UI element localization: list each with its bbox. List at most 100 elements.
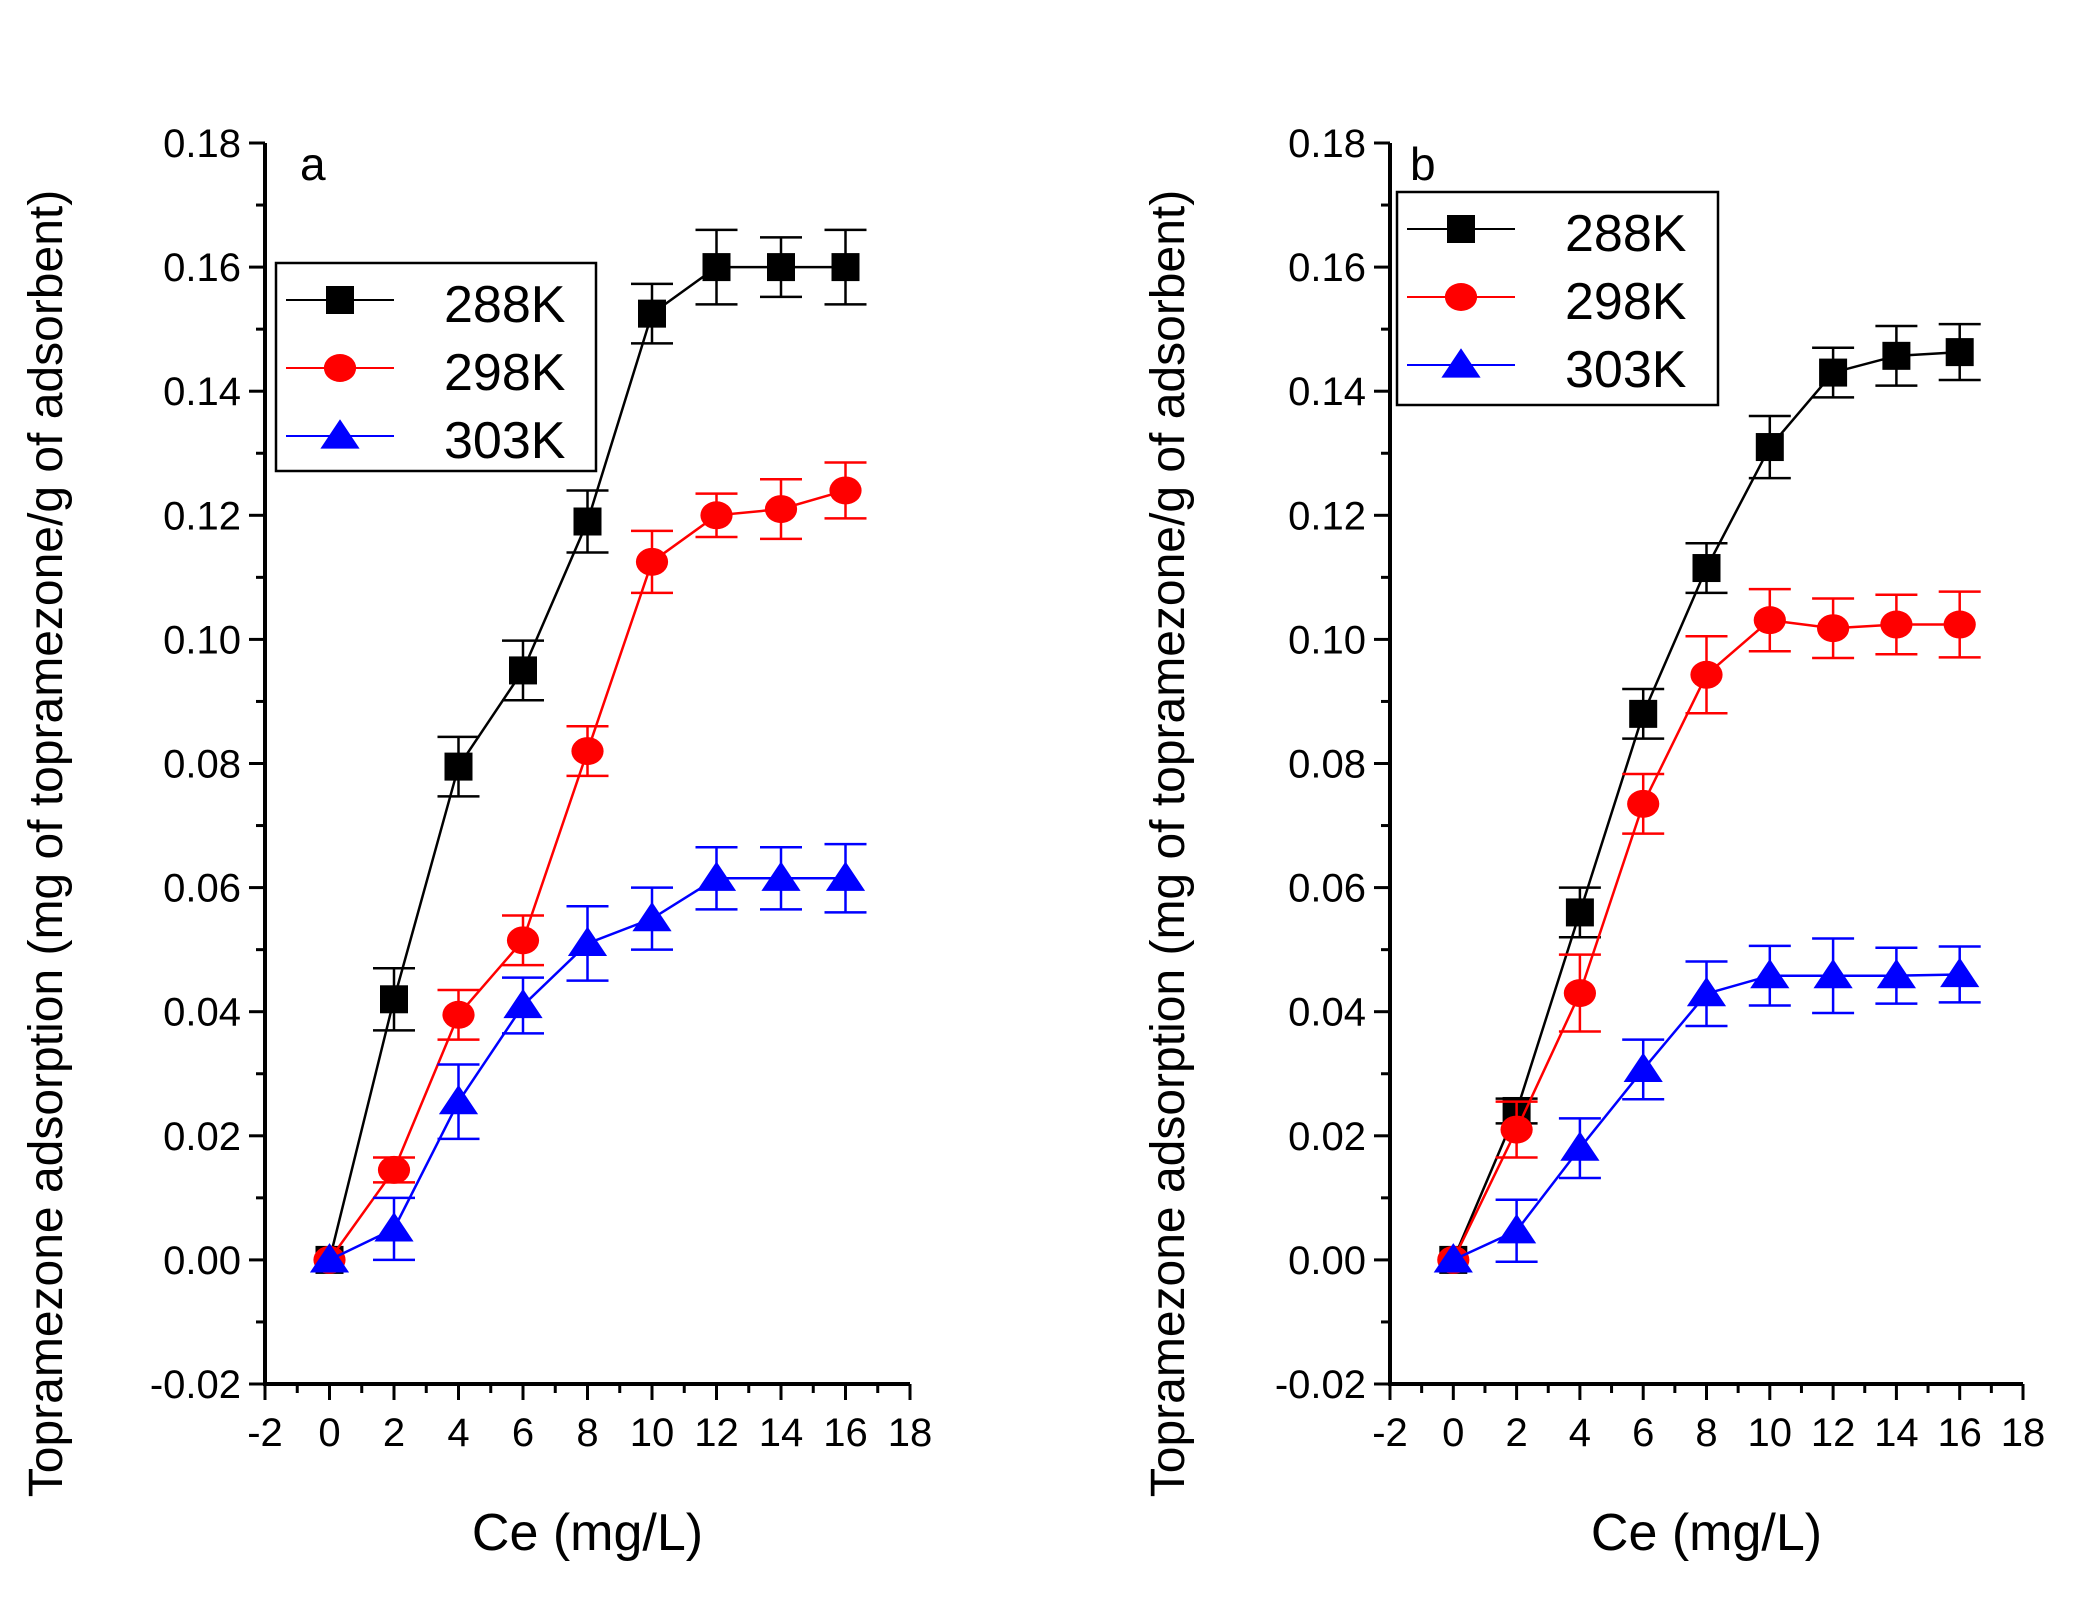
y-tick-label: 0.12 (163, 494, 241, 538)
x-tick-label: 4 (1569, 1411, 1591, 1455)
y-tick-label: -0.02 (1275, 1363, 1366, 1407)
y-tick-label: 0.06 (163, 867, 241, 911)
triangle-marker (1441, 348, 1481, 378)
y-tick-label: 0.10 (163, 618, 241, 662)
square-marker (509, 656, 537, 685)
legend-label: 288K (444, 276, 566, 334)
series-303K (1433, 937, 1981, 1273)
y-tick-label: 0.02 (1288, 1115, 1366, 1159)
circle-marker (1690, 660, 1723, 689)
x-tick-label: 2 (383, 1411, 405, 1455)
y-tick-label: 0.02 (163, 1115, 241, 1159)
x-tick-label: -2 (247, 1411, 283, 1455)
chart-panel-a: -0.02 0.00 0.02 0.04 0.06 0.08 0.10 0.12 0.14 0.1… (20, 122, 932, 1562)
circle-marker (1817, 614, 1850, 643)
circle-marker (571, 737, 604, 766)
y-tick-label: 0.16 (163, 246, 241, 290)
square-marker (1629, 699, 1658, 728)
y-tick-label: 0.18 (1288, 122, 1366, 166)
y-tick-label: 0.08 (1288, 743, 1366, 787)
x-axis-label: Ce (mg/L) (1591, 1504, 1822, 1562)
y-tick-label: 0.16 (1288, 246, 1366, 290)
x-axis-label: Ce (mg/L) (472, 1504, 703, 1562)
legend-entry-288K: 288K (286, 276, 566, 334)
square-marker (573, 507, 602, 536)
square-marker (1882, 341, 1911, 370)
y-tick-label: 0.00 (163, 1239, 241, 1283)
triangle-marker (320, 419, 360, 449)
y-tick-label: -0.02 (150, 1363, 241, 1407)
triangle-marker (1686, 976, 1727, 1007)
x-tick-label: 10 (630, 1411, 675, 1455)
circle-marker (1880, 610, 1913, 639)
legend-label: 298K (1565, 273, 1687, 331)
circle-marker (1943, 610, 1976, 639)
legend-entry-298K: 298K (1407, 273, 1687, 331)
circle-marker (1753, 606, 1786, 635)
square-marker (1447, 215, 1475, 243)
legend: 288K 298K 303K (274, 261, 598, 473)
square-marker (326, 286, 354, 314)
series-298K (1437, 587, 1981, 1274)
series-line (1452, 618, 1960, 1261)
legend-entry-303K: 303K (286, 412, 566, 470)
triangle-marker (1433, 1243, 1473, 1273)
y-tick-label: 0.08 (163, 743, 241, 787)
square-marker (1692, 554, 1721, 583)
triangle-marker (696, 861, 737, 891)
triangle-marker (825, 861, 866, 891)
x-tick-label: 14 (759, 1411, 804, 1455)
square-marker (380, 985, 408, 1014)
circle-marker (323, 354, 357, 382)
x-tick-label: 0 (1442, 1411, 1464, 1455)
x-tick-label: 18 (888, 1411, 933, 1455)
triangle-marker (632, 901, 672, 932)
y-tick-label: 0.14 (163, 370, 241, 414)
legend-label: 298K (444, 344, 566, 402)
x-tick-label: 18 (2001, 1411, 2046, 1455)
chart-panel-b: -0.02 0.00 0.02 0.04 0.06 0.08 0.10 0.12 0.14 0.1… (1142, 122, 2045, 1562)
square-marker (1565, 898, 1594, 927)
legend-label: 303K (444, 412, 566, 470)
triangle-marker (503, 988, 543, 1019)
legend: 288K 298K 303K (1395, 190, 1720, 407)
circle-marker (829, 476, 862, 505)
y-tick-label: 0.12 (1288, 494, 1366, 538)
x-tick-label: 10 (1748, 1411, 1793, 1455)
square-marker (1819, 358, 1848, 387)
circle-marker (442, 1000, 475, 1029)
y-tick-label: 0.00 (1288, 1239, 1366, 1283)
triangle-marker (1497, 1213, 1537, 1244)
y-axis-label: Topramezone adsorption (mg of topramezon… (20, 190, 73, 1497)
y-tick-label: 0.18 (163, 122, 241, 166)
x-tick-label: 8 (1695, 1411, 1717, 1455)
triangle-marker (1813, 958, 1853, 989)
square-marker (702, 253, 731, 282)
x-tick-label: 16 (823, 1411, 868, 1455)
x-tick-label: 12 (1811, 1411, 1856, 1455)
triangle-marker (1560, 1131, 1600, 1161)
panel-label: a (300, 138, 326, 190)
square-marker (1945, 338, 1974, 367)
series-line (328, 489, 846, 1261)
square-marker (831, 253, 860, 282)
series-303K (309, 842, 867, 1273)
x-tick-label: 8 (576, 1411, 598, 1455)
triangle-marker (1750, 958, 1790, 989)
y-tick-label: 0.04 (1288, 991, 1366, 1035)
circle-marker (1627, 789, 1660, 818)
y-tick-label: 0.06 (1288, 867, 1366, 911)
legend-label: 303K (1565, 341, 1687, 399)
triangle-marker (1623, 1052, 1663, 1083)
circle-marker (1563, 979, 1596, 1008)
triangle-marker (438, 1084, 479, 1115)
circle-marker (1500, 1115, 1533, 1144)
series-288K (1439, 322, 1981, 1274)
triangle-marker (1940, 957, 1980, 988)
triangle-marker (374, 1212, 414, 1242)
circle-marker (506, 926, 540, 955)
y-tick-label: 0.04 (163, 991, 241, 1035)
triangle-marker (761, 861, 801, 891)
y-tick-label: 0.14 (1288, 370, 1366, 414)
